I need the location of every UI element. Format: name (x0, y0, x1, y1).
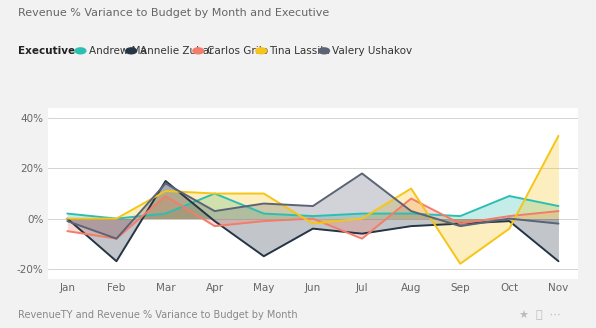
Text: Annelie Zubar: Annelie Zubar (139, 46, 213, 56)
Text: ★  ⧉  ⋯: ★ ⧉ ⋯ (519, 310, 560, 320)
Text: Executive: Executive (18, 46, 75, 56)
Text: Andrew Ma: Andrew Ma (89, 46, 147, 56)
Text: Revenue % Variance to Budget by Month and Executive: Revenue % Variance to Budget by Month an… (18, 8, 329, 18)
Text: Valery Ushakov: Valery Ushakov (333, 46, 412, 56)
Text: RevenueTY and Revenue % Variance to Budget by Month: RevenueTY and Revenue % Variance to Budg… (18, 310, 297, 320)
Text: Tina Lassila: Tina Lassila (269, 46, 330, 56)
Text: Carlos Grilo: Carlos Grilo (207, 46, 268, 56)
